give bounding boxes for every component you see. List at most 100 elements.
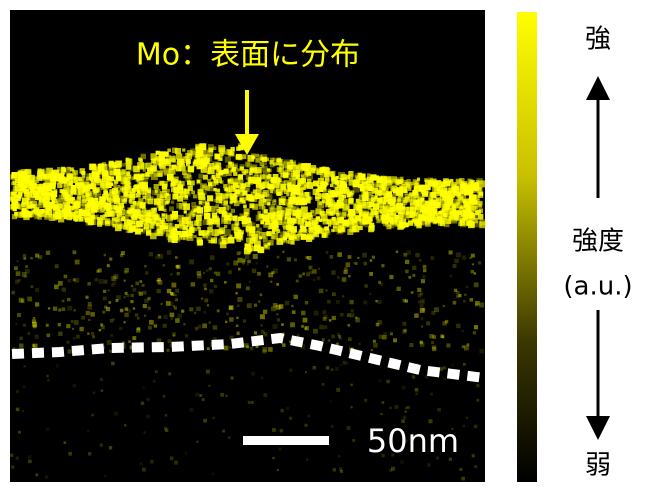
signal-pixel	[378, 209, 381, 212]
signal-pixel	[415, 218, 422, 225]
signal-pixel	[406, 212, 412, 218]
signal-pixel	[443, 305, 445, 307]
signal-pixel	[471, 254, 475, 258]
signal-pixel	[78, 213, 82, 217]
signal-pixel	[231, 224, 238, 231]
signal-pixel	[230, 197, 236, 203]
signal-pixel	[220, 393, 224, 397]
signal-pixel	[160, 199, 166, 205]
signal-pixel	[420, 304, 424, 308]
signal-pixel	[277, 159, 283, 165]
signal-pixel	[451, 364, 454, 367]
signal-pixel	[148, 307, 151, 310]
signal-pixel	[21, 172, 26, 177]
signal-pixel	[155, 370, 158, 373]
signal-pixel	[339, 337, 342, 340]
signal-pixel	[143, 291, 147, 295]
signal-pixel	[371, 197, 375, 201]
signal-pixel	[175, 289, 179, 293]
signal-pixel	[37, 215, 42, 220]
signal-pixel	[397, 287, 401, 291]
signal-pixel	[400, 460, 404, 464]
signal-pixel	[72, 250, 76, 254]
signal-pixel	[109, 258, 112, 261]
signal-pixel	[471, 270, 474, 273]
signal-pixel	[336, 192, 339, 195]
signal-pixel	[93, 178, 97, 182]
signal-pixel	[337, 185, 340, 188]
signal-pixel	[397, 179, 402, 184]
signal-pixel	[107, 264, 110, 267]
signal-pixel	[479, 221, 486, 228]
signal-pixel	[98, 219, 103, 224]
signal-pixel	[77, 183, 84, 190]
signal-pixel	[463, 215, 468, 220]
signal-pixel	[271, 271, 274, 274]
signal-pixel	[425, 201, 429, 205]
signal-pixel	[93, 392, 96, 395]
signal-pixel	[395, 405, 399, 409]
signal-pixel	[431, 311, 435, 315]
signal-pixel	[109, 446, 112, 449]
signal-pixel	[262, 181, 269, 188]
signal-pixel	[258, 301, 260, 303]
signal-pixel	[75, 260, 80, 265]
signal-pixel	[170, 273, 172, 275]
signal-pixel	[390, 194, 394, 198]
signal-pixel	[388, 198, 395, 205]
signal-pixel	[124, 280, 126, 282]
signal-pixel	[63, 441, 66, 444]
signal-pixel	[395, 200, 399, 204]
signal-pixel	[448, 188, 452, 192]
signal-pixel	[217, 229, 222, 234]
signal-pixel	[185, 334, 188, 337]
signal-pixel	[204, 231, 208, 235]
signal-pixel	[103, 280, 107, 284]
signal-pixel	[403, 253, 407, 257]
signal-pixel	[109, 189, 113, 193]
signal-pixel	[109, 350, 112, 353]
signal-pixel	[268, 347, 273, 352]
signal-pixel	[46, 375, 48, 377]
signal-pixel	[256, 224, 259, 227]
signal-pixel	[329, 319, 332, 322]
signal-pixel	[195, 145, 201, 151]
signal-pixel	[202, 323, 207, 328]
signal-pixel	[381, 264, 384, 267]
signal-pixel	[277, 256, 280, 259]
scale-bar-label: 50nm	[367, 422, 459, 460]
signal-pixel	[179, 223, 185, 229]
signal-pixel	[170, 313, 175, 318]
signal-pixel	[121, 251, 125, 255]
signal-pixel	[187, 180, 191, 184]
signal-pixel	[352, 439, 355, 442]
signal-pixel	[225, 321, 227, 323]
signal-pixel	[296, 191, 299, 194]
signal-pixel	[171, 318, 173, 320]
signal-pixel	[73, 384, 76, 387]
signal-pixel	[432, 345, 436, 349]
signal-pixel	[276, 313, 278, 315]
signal-pixel	[45, 475, 48, 478]
signal-pixel	[254, 177, 261, 184]
signal-pixel	[456, 324, 460, 328]
signal-pixel	[119, 205, 123, 209]
signal-pixel	[242, 200, 245, 203]
signal-pixel	[272, 222, 278, 228]
signal-pixel	[290, 160, 293, 163]
signal-pixel	[379, 379, 382, 382]
signal-pixel	[142, 468, 146, 472]
signal-pixel	[449, 250, 453, 254]
signal-pixel	[307, 212, 312, 217]
signal-pixel	[402, 200, 405, 203]
signal-pixel	[290, 240, 294, 244]
signal-pixel	[337, 252, 342, 257]
signal-pixel	[234, 215, 238, 219]
signal-pixel	[98, 268, 102, 272]
signal-pixel	[219, 158, 222, 161]
signal-pixel	[396, 251, 398, 253]
signal-pixel	[367, 205, 371, 209]
signal-pixel	[162, 264, 165, 267]
signal-pixel	[347, 426, 351, 430]
signal-pixel	[23, 257, 26, 260]
